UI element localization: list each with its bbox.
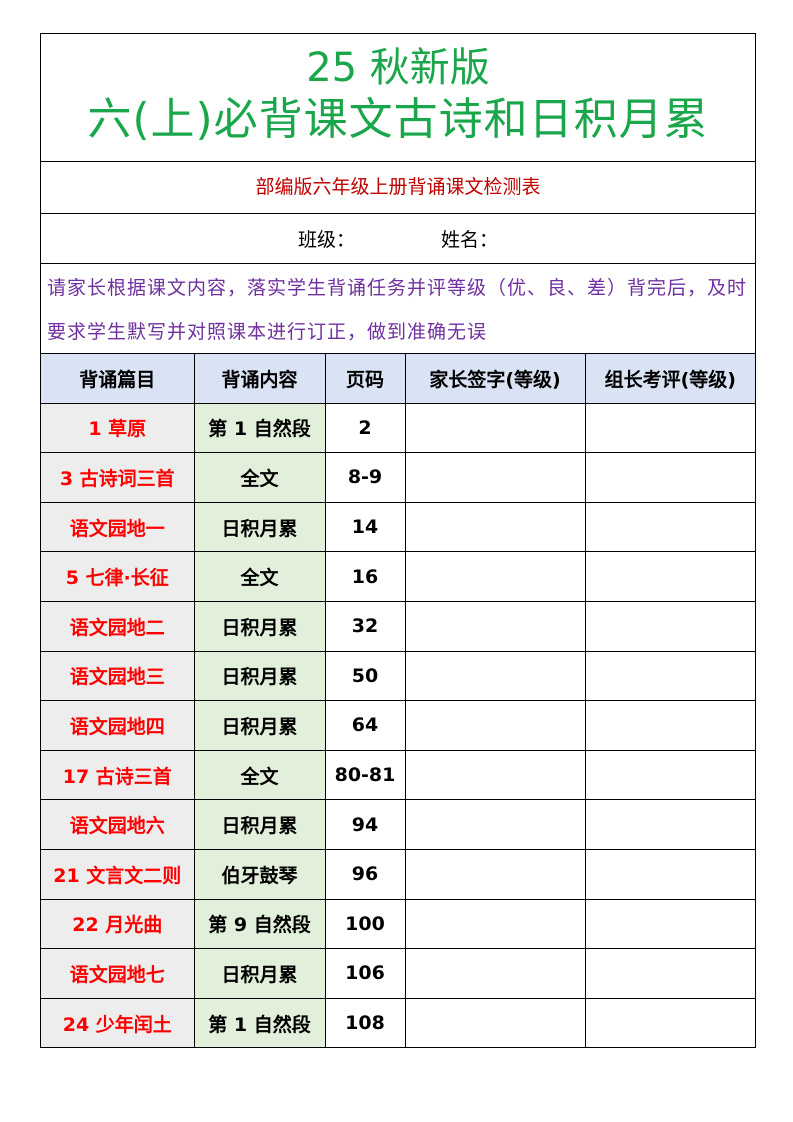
table-row: 3 古诗词三首 全文 8-9 [41, 452, 755, 503]
recite-content: 日积月累 [193, 600, 326, 652]
title-line-1: 25 秋新版 [306, 45, 490, 91]
student-info: 班级： 姓名： [41, 214, 755, 264]
class-label: 班级： [297, 229, 355, 251]
recite-content: 日积月累 [193, 799, 326, 850]
lesson-title: 22 月光曲 [41, 898, 195, 950]
page-number: 50 [324, 650, 406, 702]
recite-content: 日积月累 [193, 650, 326, 702]
parent-sign-cell[interactable] [404, 997, 586, 1048]
lesson-title: 语文园地三 [41, 650, 195, 702]
table-row: 22 月光曲第 9 自然段 100 [41, 898, 755, 950]
table-row: 语文园地六 日积月累 94 [41, 799, 755, 850]
recite-content: 日积月累 [193, 501, 326, 553]
lesson-title: 语文园地四 [41, 700, 195, 751]
recite-content: 第 9 自然段 [193, 898, 326, 950]
lesson-title: 3 古诗词三首 [41, 452, 195, 503]
page-number: 80-81 [324, 749, 406, 801]
recite-content: 日积月累 [193, 700, 326, 751]
recite-content: 第 1 自然段 [193, 997, 326, 1048]
table-row: 语文园地七 日积月累 106 [41, 948, 755, 999]
parent-sign-cell[interactable] [404, 700, 586, 751]
table-row: 语文园地二 日积月累 32 [41, 600, 755, 652]
table-row: 17 古诗三首 全文 80-81 [41, 749, 755, 801]
page-number: 64 [324, 700, 406, 751]
recitation-table: 背诵篇目 背诵内容 页码 家长签字(等级) 组长考评(等级) 1 草原第 1 自… [41, 354, 755, 1048]
recite-content: 全文 [193, 749, 326, 801]
page-number: 32 [324, 600, 406, 652]
page-number: 94 [324, 799, 406, 850]
parent-sign-cell[interactable] [404, 650, 586, 702]
parent-sign-cell[interactable] [404, 452, 586, 503]
recite-content: 全文 [193, 551, 326, 602]
page-number: 16 [324, 551, 406, 602]
header-page: 页码 [324, 354, 406, 404]
leader-eval-cell[interactable] [584, 749, 755, 801]
table-row: 24 少年闰土第 1 自然段 108 [41, 997, 755, 1048]
recite-content: 第 1 自然段 [193, 402, 326, 454]
leader-eval-cell[interactable] [584, 501, 755, 553]
page-number: 106 [324, 948, 406, 999]
leader-eval-cell[interactable] [584, 799, 755, 850]
leader-eval-cell[interactable] [584, 650, 755, 702]
table-row: 语文园地三 日积月累 50 [41, 650, 755, 702]
header-leader-eval: 组长考评(等级) [584, 354, 755, 404]
recite-content: 全文 [193, 452, 326, 503]
leader-eval-cell[interactable] [584, 402, 755, 454]
lesson-title: 24 少年闰土 [41, 997, 195, 1048]
parent-sign-cell[interactable] [404, 749, 586, 801]
lesson-title: 17 古诗三首 [41, 749, 195, 801]
title-line-2: 六(上)必背课文古诗和日积月累 [87, 94, 709, 145]
page-number: 100 [324, 898, 406, 950]
lesson-title: 21 文言文二则 [41, 848, 195, 900]
lesson-title: 语文园地七 [41, 948, 195, 999]
lesson-title: 1 草原 [41, 402, 195, 454]
table-row: 1 草原第 1 自然段 2 [41, 402, 755, 454]
parent-sign-cell[interactable] [404, 948, 586, 999]
page-number: 8-9 [324, 452, 406, 503]
leader-eval-cell[interactable] [584, 551, 755, 602]
header-parent-sign: 家长签字(等级) [404, 354, 586, 404]
table-header-row: 背诵篇目 背诵内容 页码 家长签字(等级) 组长考评(等级) [41, 354, 755, 404]
leader-eval-cell[interactable] [584, 700, 755, 751]
parent-sign-cell[interactable] [404, 402, 586, 454]
leader-eval-cell[interactable] [584, 600, 755, 652]
header-title: 背诵篇目 [41, 354, 195, 404]
leader-eval-cell[interactable] [584, 848, 755, 900]
table-row: 语文园地一 日积月累 14 [41, 501, 755, 553]
subtitle: 部编版六年级上册背诵课文检测表 [41, 162, 755, 214]
lesson-title: 语文园地一 [41, 501, 195, 553]
title-block: 25 秋新版 六(上)必背课文古诗和日积月累 [41, 34, 755, 162]
table-row: 5 七律·长征 全文 16 [41, 551, 755, 602]
page-number: 14 [324, 501, 406, 553]
leader-eval-cell[interactable] [584, 997, 755, 1048]
recite-content: 伯牙鼓琴 [193, 848, 326, 900]
parent-sign-cell[interactable] [404, 898, 586, 950]
name-label: 姓名： [441, 229, 499, 251]
parent-instructions: 请家长根据课文内容，落实学生背诵任务并评等级（优、良、差）背完后，及时要求学生默… [41, 264, 755, 354]
parent-sign-cell[interactable] [404, 848, 586, 900]
page-number: 108 [324, 997, 406, 1048]
leader-eval-cell[interactable] [584, 452, 755, 503]
table-row: 21 文言文二则 伯牙鼓琴 96 [41, 848, 755, 900]
parent-sign-cell[interactable] [404, 799, 586, 850]
recite-content: 日积月累 [193, 948, 326, 999]
table-row: 语文园地四 日积月累 64 [41, 700, 755, 751]
recitation-sheet: 25 秋新版 六(上)必背课文古诗和日积月累 部编版六年级上册背诵课文检测表 班… [40, 33, 756, 1049]
parent-sign-cell[interactable] [404, 501, 586, 553]
leader-eval-cell[interactable] [584, 948, 755, 999]
header-content: 背诵内容 [193, 354, 326, 404]
lesson-title: 语文园地二 [41, 600, 195, 652]
parent-sign-cell[interactable] [404, 600, 586, 652]
lesson-title: 5 七律·长征 [41, 551, 195, 602]
page-number: 96 [324, 848, 406, 900]
parent-sign-cell[interactable] [404, 551, 586, 602]
page-number: 2 [324, 402, 406, 454]
leader-eval-cell[interactable] [584, 898, 755, 950]
lesson-title: 语文园地六 [41, 799, 195, 850]
